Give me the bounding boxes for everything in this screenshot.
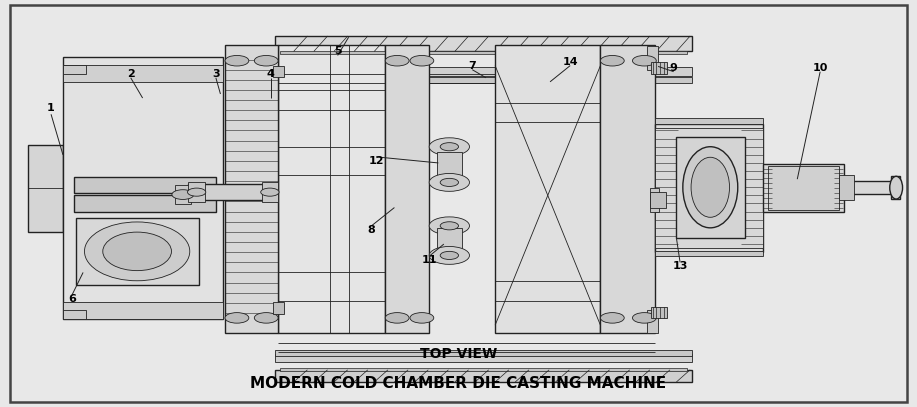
- Bar: [188, 184, 275, 200]
- Bar: [280, 51, 688, 54]
- Bar: [278, 45, 385, 333]
- Text: 13: 13: [672, 261, 688, 271]
- Circle shape: [633, 313, 657, 323]
- Text: 2: 2: [127, 69, 135, 79]
- Circle shape: [260, 188, 279, 196]
- Text: 9: 9: [669, 63, 678, 72]
- Bar: [272, 66, 283, 77]
- Circle shape: [410, 313, 434, 323]
- Bar: [74, 195, 215, 212]
- Circle shape: [225, 55, 249, 66]
- Bar: [601, 45, 656, 333]
- Bar: [385, 45, 429, 333]
- Bar: [275, 77, 692, 83]
- Text: TOP VIEW: TOP VIEW: [420, 347, 497, 361]
- Bar: [275, 350, 692, 356]
- Bar: [677, 137, 746, 238]
- Circle shape: [385, 313, 409, 323]
- Text: 4: 4: [267, 69, 275, 79]
- Circle shape: [429, 217, 470, 235]
- Circle shape: [440, 143, 458, 151]
- Ellipse shape: [691, 157, 730, 217]
- Circle shape: [385, 55, 409, 66]
- Bar: [656, 251, 763, 256]
- Bar: [63, 65, 223, 82]
- Bar: [650, 188, 659, 212]
- Bar: [651, 307, 668, 318]
- Bar: [28, 144, 63, 232]
- Bar: [272, 302, 283, 314]
- Bar: [280, 368, 688, 371]
- Bar: [76, 218, 199, 284]
- Circle shape: [633, 55, 657, 66]
- Circle shape: [225, 313, 249, 323]
- Bar: [275, 370, 692, 382]
- Bar: [656, 129, 763, 248]
- Text: 1: 1: [47, 103, 55, 113]
- Bar: [63, 302, 223, 319]
- Circle shape: [410, 55, 434, 66]
- Circle shape: [187, 188, 205, 196]
- Circle shape: [254, 55, 278, 66]
- Bar: [188, 182, 204, 202]
- Text: 5: 5: [334, 46, 341, 57]
- Bar: [174, 185, 191, 204]
- Circle shape: [601, 55, 624, 66]
- Ellipse shape: [103, 232, 171, 271]
- Circle shape: [440, 252, 458, 260]
- Bar: [656, 118, 763, 125]
- Text: 7: 7: [469, 61, 476, 70]
- Circle shape: [601, 313, 624, 323]
- Bar: [225, 45, 278, 333]
- Circle shape: [171, 190, 193, 199]
- Bar: [275, 67, 692, 76]
- Text: 3: 3: [212, 69, 220, 79]
- Bar: [890, 176, 900, 199]
- Bar: [650, 192, 667, 208]
- Bar: [651, 62, 668, 74]
- Bar: [436, 151, 462, 179]
- Circle shape: [440, 222, 458, 230]
- Bar: [63, 57, 223, 319]
- Bar: [843, 181, 893, 194]
- Ellipse shape: [683, 147, 738, 228]
- Circle shape: [429, 138, 470, 155]
- Bar: [74, 177, 215, 193]
- Bar: [261, 182, 278, 202]
- Bar: [63, 65, 86, 74]
- Circle shape: [429, 247, 470, 264]
- Bar: [63, 310, 86, 319]
- Text: 10: 10: [812, 63, 828, 72]
- Circle shape: [254, 313, 278, 323]
- Bar: [495, 45, 601, 333]
- Text: 11: 11: [422, 255, 436, 265]
- Bar: [768, 166, 839, 210]
- Text: 14: 14: [562, 57, 578, 66]
- Text: 6: 6: [68, 294, 76, 304]
- Bar: [275, 36, 692, 51]
- Bar: [436, 228, 462, 252]
- Circle shape: [429, 173, 470, 191]
- Ellipse shape: [84, 222, 190, 281]
- Bar: [839, 175, 854, 200]
- Text: 8: 8: [368, 225, 375, 235]
- Bar: [647, 46, 658, 70]
- Circle shape: [440, 178, 458, 186]
- Bar: [763, 164, 844, 212]
- Bar: [275, 354, 692, 363]
- Ellipse shape: [889, 176, 902, 199]
- Bar: [647, 310, 658, 333]
- Text: 12: 12: [369, 156, 384, 166]
- Text: MODERN COLD CHAMBER DIE CASTING MACHINE: MODERN COLD CHAMBER DIE CASTING MACHINE: [250, 376, 667, 392]
- Bar: [656, 125, 763, 252]
